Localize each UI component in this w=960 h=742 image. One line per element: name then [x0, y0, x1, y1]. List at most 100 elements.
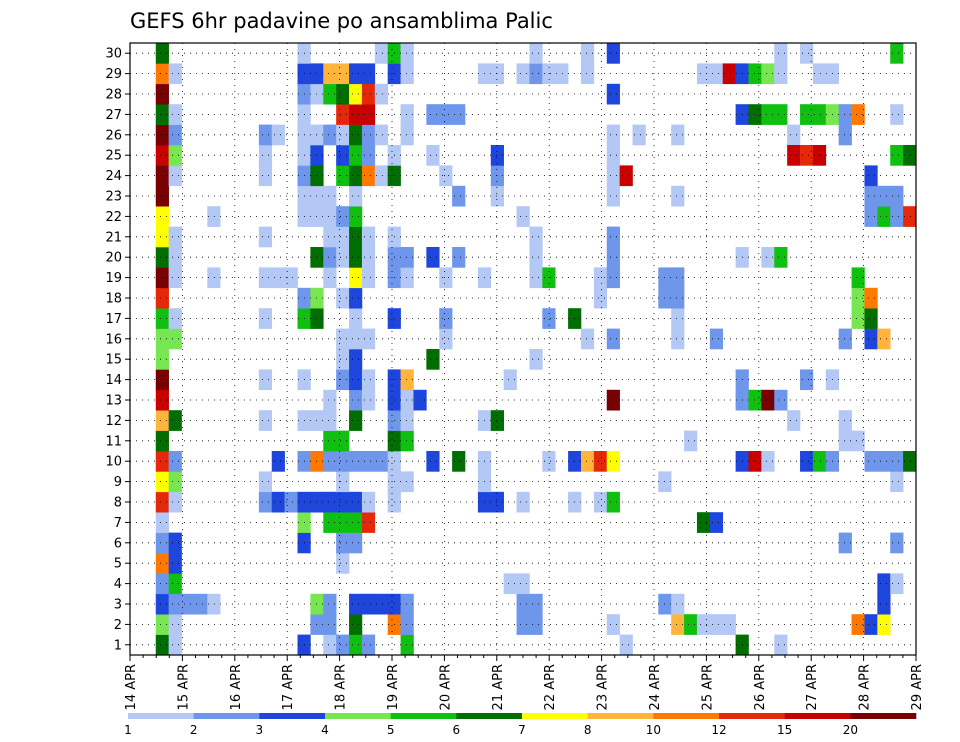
heatmap-cell: [800, 43, 814, 64]
heatmap-cell: [542, 308, 556, 329]
heatmap-cell: [400, 104, 414, 125]
heatmap-cell: [452, 451, 466, 472]
heatmap-cell: [168, 553, 182, 574]
legend-swatch: [653, 713, 720, 719]
heatmap-cell: [864, 451, 878, 472]
heatmap-cell: [413, 389, 427, 411]
heatmap-cell: [864, 614, 878, 635]
heatmap-cell: [800, 369, 814, 391]
legend-swatch: [587, 713, 654, 719]
y-tick-label: 19: [105, 271, 122, 286]
y-tick-label: 15: [105, 353, 122, 368]
x-tick-label: 14 APR: [124, 664, 139, 710]
heatmap-cell: [168, 573, 182, 595]
heatmap-cell: [555, 63, 569, 85]
heatmap-cell: [323, 451, 337, 472]
legend-label: 10: [646, 723, 661, 737]
heatmap-cell: [606, 491, 620, 513]
heatmap-cell: [593, 491, 608, 513]
y-tick-label: 28: [105, 88, 122, 103]
heatmap-cell: [452, 104, 466, 125]
legend-label: 6: [453, 723, 461, 737]
legend-label: 20: [843, 723, 858, 737]
heatmap-cell: [155, 83, 169, 105]
heatmap-cell: [155, 124, 169, 146]
x-tick-label: 19 APR: [386, 664, 401, 710]
heatmap-cell: [155, 593, 169, 615]
heatmap-cell: [155, 410, 169, 431]
heatmap-cell: [349, 410, 363, 431]
y-tick-label: 3: [114, 598, 122, 613]
heatmap-cell: [400, 471, 414, 493]
heatmap-cell: [903, 145, 917, 166]
x-tick-label: 24 APR: [648, 664, 663, 710]
heatmap-cell: [774, 63, 788, 85]
heatmap-cell: [155, 430, 169, 452]
heatmap-cell: [400, 389, 414, 411]
heatmap-cell: [490, 165, 504, 187]
legend-label: 12: [711, 723, 726, 737]
heatmap-cell: [890, 206, 904, 227]
x-tick-label: 17 APR: [281, 664, 296, 710]
heatmap-cell: [800, 451, 814, 472]
heatmap-cell: [258, 165, 273, 187]
legend-swatch: [390, 713, 457, 719]
heatmap-cell: [696, 63, 711, 85]
heatmap-cell: [155, 532, 169, 554]
heatmap-cell: [684, 430, 698, 452]
heatmap-cell: [155, 308, 169, 329]
heatmap-cell: [812, 145, 827, 166]
heatmap-cell: [258, 471, 273, 493]
y-tick-label: 11: [105, 434, 122, 449]
x-tick-label: 27 APR: [805, 664, 820, 710]
heatmap-cell: [155, 206, 169, 227]
legend-swatch: [128, 713, 194, 719]
heatmap-cell: [336, 430, 350, 452]
heatmap-cell: [877, 614, 891, 635]
heatmap-cell: [838, 104, 852, 125]
heatmap-cell: [349, 226, 363, 248]
heatmap-cell: [400, 124, 414, 146]
heatmap-cell: [361, 104, 376, 125]
x-tick-label: 28 APR: [858, 664, 873, 710]
heatmap-cell: [361, 247, 376, 268]
heatmap-cell: [361, 267, 376, 289]
heatmap-cell: [761, 247, 775, 268]
heatmap-cell: [439, 165, 453, 187]
heatmap-cell: [323, 512, 337, 533]
heatmap-cell: [323, 206, 337, 227]
heatmap-cell: [529, 267, 543, 289]
heatmap-cell: [606, 267, 620, 289]
heatmap-cell: [349, 267, 363, 289]
heatmap-cell: [503, 369, 517, 391]
heatmap-cell: [349, 349, 363, 370]
heatmap-cell: [168, 63, 182, 85]
heatmap-cell: [349, 83, 363, 105]
heatmap-cell: [168, 124, 182, 146]
heatmap-cell: [336, 328, 350, 350]
heatmap-cell: [374, 165, 389, 187]
heatmap-cell: [168, 451, 182, 472]
heatmap-cell: [349, 614, 363, 635]
heatmap-cell: [155, 226, 169, 248]
y-tick-label: 17: [105, 312, 122, 327]
y-tick-label: 25: [105, 149, 122, 164]
heatmap-cell: [774, 247, 788, 268]
heatmap-cell: [155, 389, 169, 411]
heatmap-cell: [516, 614, 530, 635]
y-tick-label: 27: [105, 108, 122, 123]
heatmap-cell: [258, 267, 273, 289]
heatmap-cell: [168, 532, 182, 554]
heatmap-cell: [671, 328, 685, 350]
y-tick-label: 13: [105, 394, 122, 409]
heatmap-cell: [761, 451, 775, 472]
legend-swatch: [522, 713, 588, 719]
y-tick-label: 7: [114, 516, 122, 531]
heatmap-cell: [155, 104, 169, 125]
heatmap-cell: [877, 185, 891, 207]
heatmap-cell: [155, 471, 169, 493]
heatmap-cell: [349, 634, 363, 656]
heatmap-cell: [361, 369, 376, 391]
heatmap-cell: [606, 124, 620, 146]
legend-label: 4: [321, 723, 329, 737]
